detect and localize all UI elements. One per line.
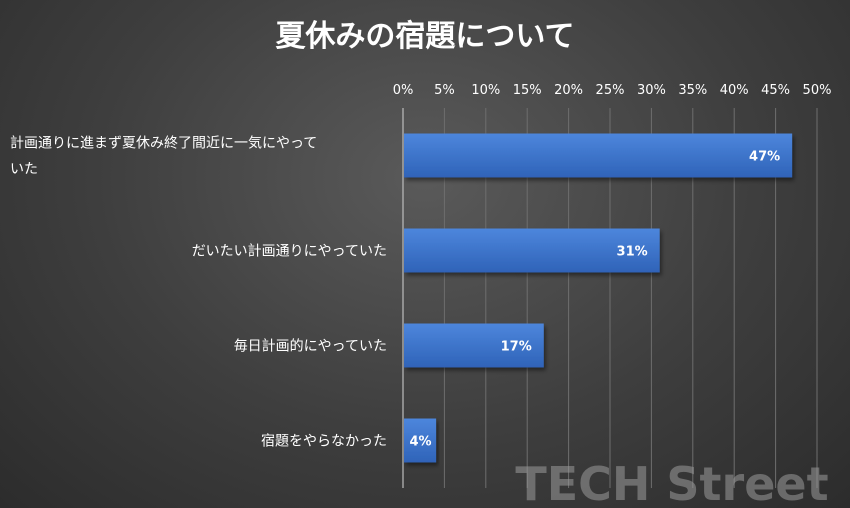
x-tick-label: 30% xyxy=(637,83,666,98)
bars: 47% 31% 17% 4% xyxy=(404,133,793,463)
x-tick-label: 10% xyxy=(471,83,500,98)
x-tick-label: 5% xyxy=(434,83,455,98)
bar xyxy=(404,228,660,273)
category-label: 毎日計画的にやっていた xyxy=(234,339,387,355)
data-label: 31% xyxy=(617,245,648,260)
data-label: 47% xyxy=(749,150,780,165)
bar xyxy=(404,323,544,368)
x-tick-label: 15% xyxy=(513,83,542,98)
chart-title: 夏休みの宿題について xyxy=(275,19,574,54)
category-labels: 計画通りに進まず夏休み終了間近に一気にやっていただいたい計画通りにやっていた毎日… xyxy=(10,136,387,450)
data-label: 4% xyxy=(410,435,432,450)
category-label: だいたい計画通りにやっていた xyxy=(192,244,387,260)
x-axis-ticks: 0% 5% 10% 15% 20% 25% 30% 35% 40% 45% 50% xyxy=(393,83,832,98)
category-label: 計画通りに進まず夏休み終了間近に一気にやっていた xyxy=(10,136,317,178)
x-tick-label: 35% xyxy=(678,83,707,98)
bar xyxy=(404,133,793,178)
x-tick-label: 20% xyxy=(554,83,583,98)
x-tick-label: 50% xyxy=(803,83,832,98)
watermark: TECH Street xyxy=(515,457,828,508)
data-label: 17% xyxy=(501,340,532,355)
x-tick-label: 40% xyxy=(720,83,749,98)
bar xyxy=(404,418,437,463)
category-label: 宿題をやらなかった xyxy=(261,433,387,450)
x-tick-label: 45% xyxy=(761,83,790,98)
x-tick-label: 25% xyxy=(596,83,625,98)
x-tick-label: 0% xyxy=(393,83,414,98)
